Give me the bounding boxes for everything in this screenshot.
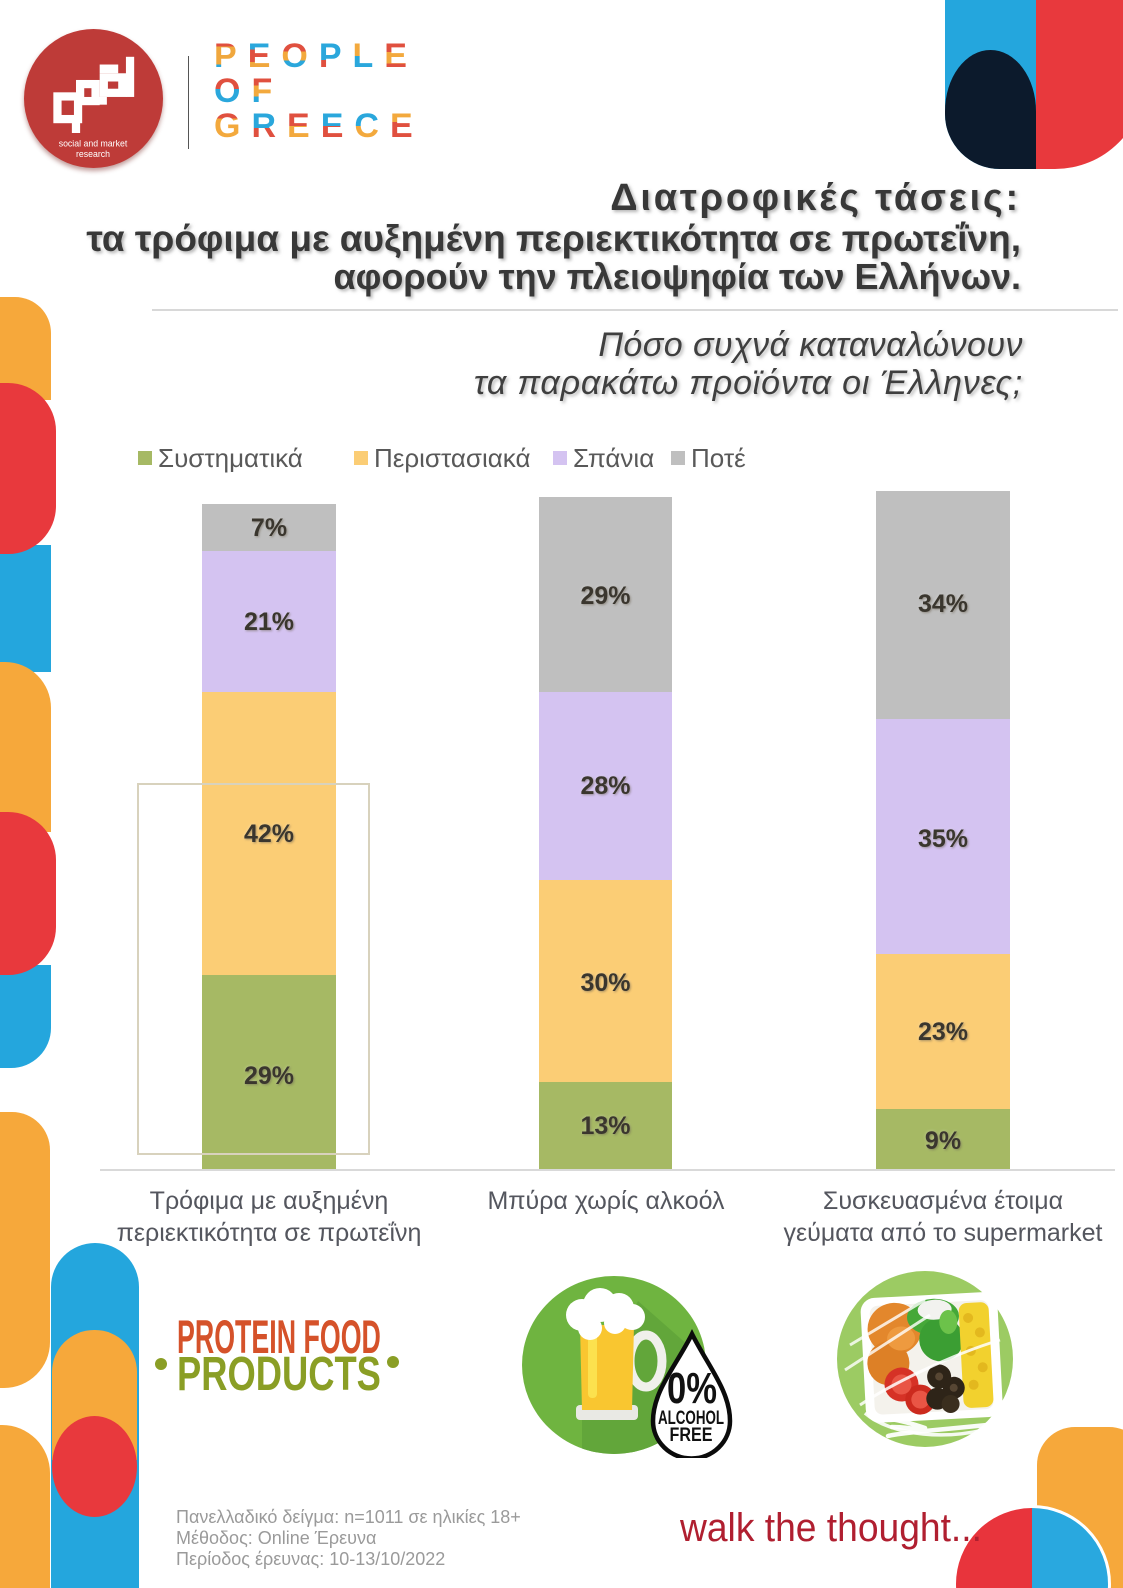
svg-text:ALCOHOL: ALCOHOL bbox=[658, 1408, 724, 1429]
svg-text:0%: 0% bbox=[667, 1364, 717, 1413]
svg-text:research: research bbox=[76, 149, 110, 159]
svg-text:social and market: social and market bbox=[59, 138, 128, 148]
svg-text:FREE: FREE bbox=[670, 1425, 713, 1446]
